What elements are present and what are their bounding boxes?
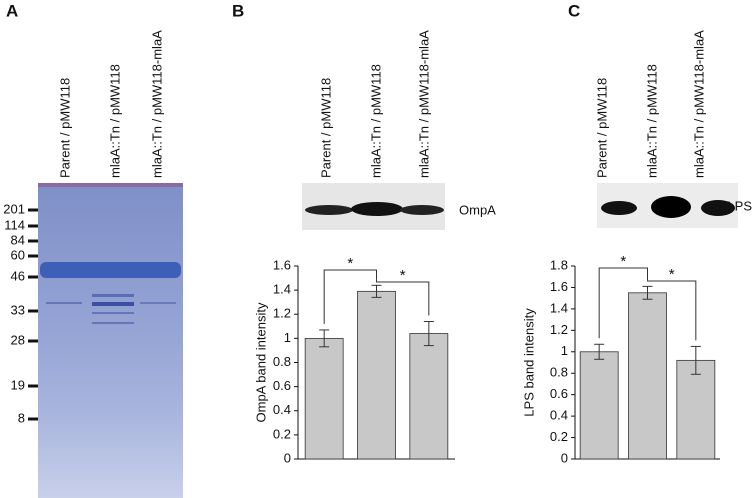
significance-mark: * (400, 267, 406, 284)
significance-bracket (647, 280, 697, 341)
bar (628, 292, 667, 460)
marker-label: 201 (3, 201, 25, 216)
lane-label: Parent / pMW118 (57, 78, 72, 178)
y-tick-label: 0.2 (550, 429, 568, 444)
lane-label: mlaA::Tn / pMW118 (644, 64, 659, 178)
marker-label: 114 (4, 217, 25, 232)
blot-label: LPS (727, 198, 752, 213)
western-blot (302, 183, 738, 230)
significance-bracket (323, 269, 377, 324)
lane-label: mlaA::Tn / pMW118-mlaA (416, 30, 431, 178)
y-tick-label: 1.4 (273, 282, 291, 297)
marker-label: 8 (18, 410, 25, 425)
y-tick-label: 1 (284, 330, 291, 345)
y-tick-label: 0.6 (273, 378, 291, 393)
lane-label: mlaA::Tn / pMW118-mlaA (691, 30, 706, 178)
significance-mark: * (669, 266, 675, 283)
lane-label: mlaA::Tn / pMW118 (368, 64, 383, 178)
y-tick-label: 0.4 (273, 402, 291, 417)
lane-label: Parent / pMW118 (318, 78, 333, 178)
y-tick-label: 1.2 (550, 322, 568, 337)
y-tick-label: 1.2 (273, 306, 291, 321)
y-tick-label: 1.6 (550, 279, 568, 294)
lane-label: Parent / pMW118 (594, 78, 609, 178)
marker-label: 19 (11, 377, 25, 392)
y-axis-label: OmpA band intensity (253, 302, 268, 422)
y-tick-label: 1.4 (550, 300, 568, 315)
significance-mark: * (620, 253, 626, 270)
panel-label: B (232, 1, 244, 20)
significance-bracket (598, 267, 648, 339)
bar (409, 333, 449, 460)
y-tick-label: 1.6 (273, 257, 291, 272)
gel (38, 183, 183, 498)
y-tick-label: 0.8 (273, 354, 291, 369)
y-tick-label: 1 (561, 343, 568, 358)
bar (304, 337, 344, 460)
y-tick-label: 1.8 (550, 257, 568, 272)
marker-label: 28 (11, 332, 25, 347)
marker-label: 46 (11, 268, 25, 283)
panel-label: A (6, 1, 18, 20)
marker-label: 60 (11, 247, 25, 262)
y-tick-label: 0.2 (273, 426, 291, 441)
y-axis-label: LPS band intensity (521, 308, 536, 417)
lane-label: mlaA::Tn / pMW118 (107, 64, 122, 178)
significance-bracket (376, 279, 430, 316)
y-tick-label: 0 (561, 450, 568, 465)
y-tick-label: 0.6 (550, 386, 568, 401)
marker-label: 33 (11, 302, 25, 317)
bar (357, 290, 396, 460)
blot-label: OmpA (459, 202, 496, 217)
y-tick-label: 0.8 (550, 365, 568, 380)
significance-mark: * (347, 255, 353, 272)
lane-label: mlaA::Tn / pMW118-mlaA (149, 30, 164, 178)
panel-label: C (568, 1, 580, 20)
y-tick-label: 0.4 (550, 408, 568, 423)
marker-label: 84 (11, 232, 25, 247)
y-tick-label: 0 (284, 450, 291, 465)
bar (676, 359, 716, 460)
bar (579, 351, 619, 460)
